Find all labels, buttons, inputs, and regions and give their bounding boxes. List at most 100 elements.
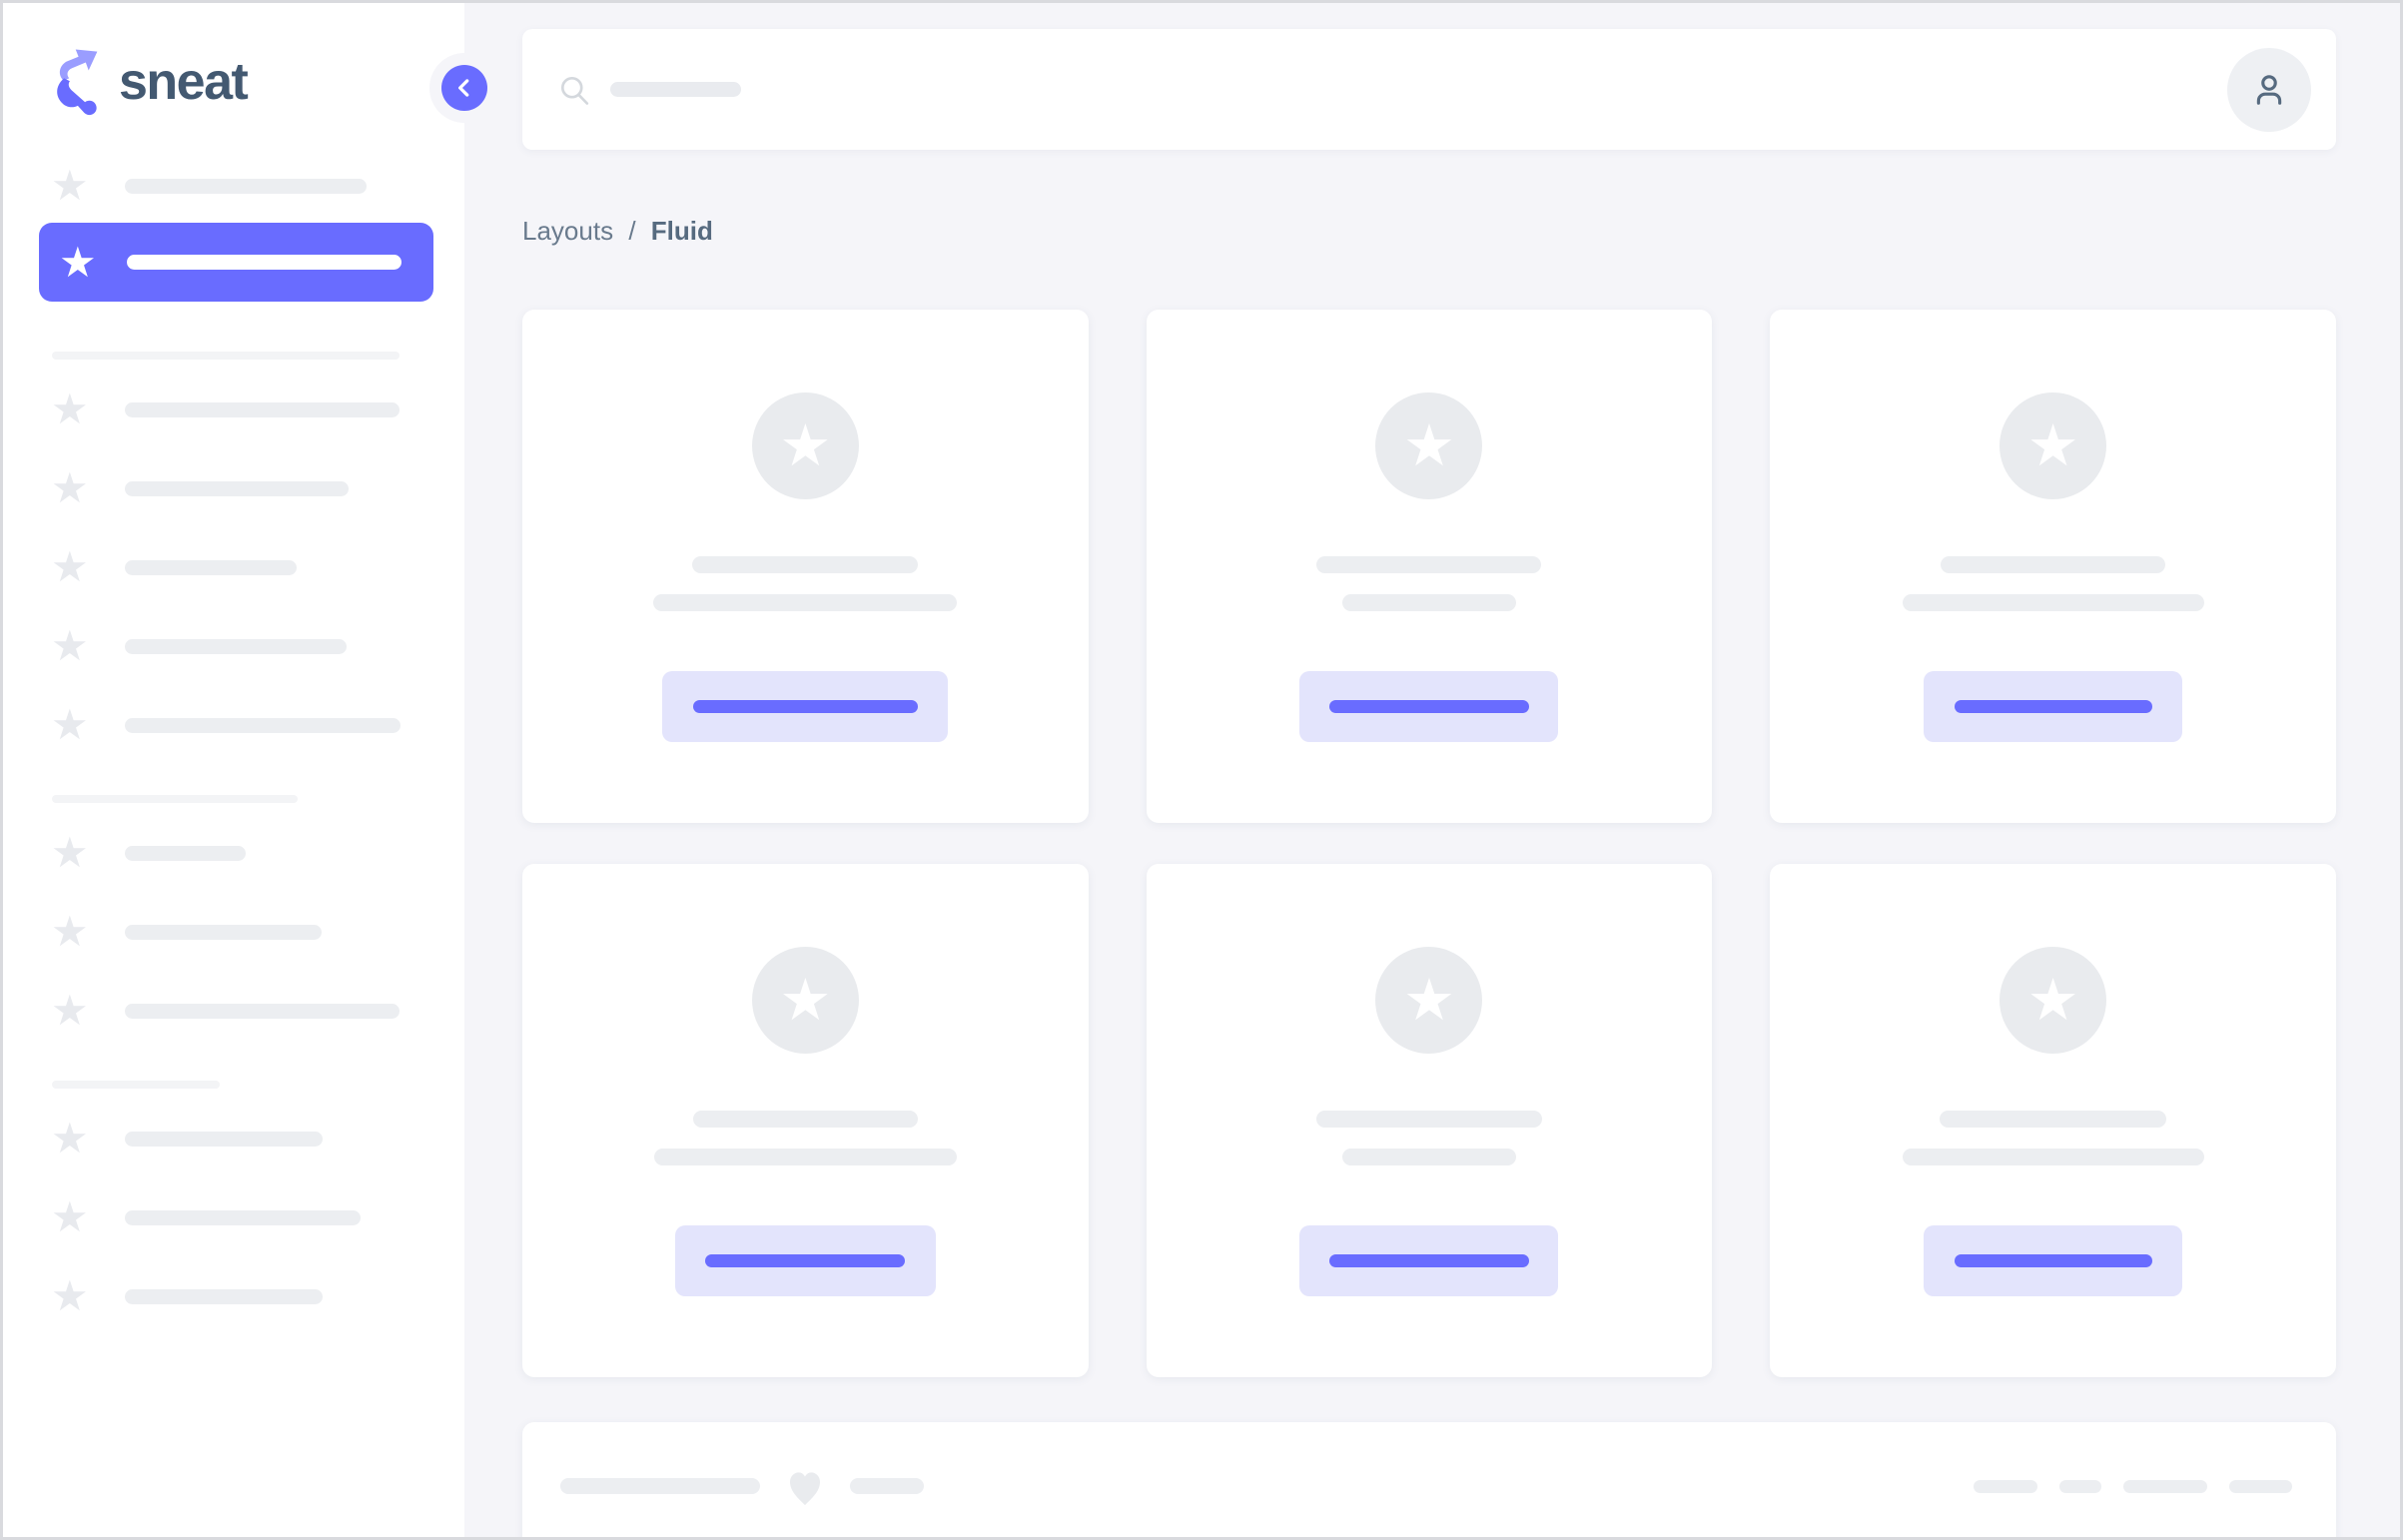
skeleton-card: ★: [1770, 310, 2336, 823]
placeholder-bar: [1974, 1479, 2037, 1493]
button-label-placeholder-bar: [692, 700, 918, 713]
placeholder-bar: [2229, 1479, 2292, 1493]
card-avatar: ★: [2000, 392, 2107, 499]
placeholder-bar: [560, 1478, 760, 1494]
menu-label-placeholder-bar: [125, 924, 322, 940]
star-icon: ★: [2026, 412, 2079, 478]
sidebar-menu-item[interactable]: ★: [3, 829, 464, 876]
search-input[interactable]: [556, 29, 2227, 150]
sidebar-menu-item[interactable]: ★: [3, 911, 464, 953]
skeleton-card: ★: [1146, 864, 1713, 1377]
menu-label-placeholder-bar: [125, 1003, 400, 1019]
chevron-left-icon: [441, 65, 487, 111]
card-action-button[interactable]: [674, 1225, 936, 1296]
star-icon: ★: [51, 829, 89, 876]
card-title-placeholder-bar: [692, 556, 919, 573]
cards-grid: ★ ★ ★ ★: [522, 310, 2336, 1377]
breadcrumb-current-page: Fluid: [650, 216, 713, 246]
card-avatar: ★: [1375, 392, 1483, 499]
main-content: Layouts / Fluid ★ ★ ★: [464, 3, 2400, 1537]
user-avatar-button[interactable]: [2227, 47, 2311, 132]
sidebar-menu-item[interactable]: ★: [3, 622, 464, 669]
sidebar-menu-item[interactable]: ★: [3, 1118, 464, 1159]
breadcrumb: Layouts / Fluid: [522, 212, 2336, 250]
breadcrumb-link-layouts[interactable]: Layouts: [522, 216, 614, 246]
card-action-button[interactable]: [1299, 671, 1559, 742]
bottom-list-card: [522, 1422, 2336, 1537]
sidebar-section: ★ ★ ★: [3, 795, 464, 1034]
sidebar-menu-item[interactable]: ★: [3, 543, 464, 590]
card-avatar: ★: [2000, 947, 2107, 1054]
sidebar-menu-item[interactable]: ★: [3, 701, 464, 748]
card-action-button[interactable]: [1924, 1225, 2183, 1296]
card-subtitle-placeholder-bar: [1902, 594, 2204, 611]
menu-label-placeholder-bar: [125, 559, 297, 575]
card-action-button[interactable]: [662, 671, 949, 742]
menu-label-placeholder-bar: [125, 401, 400, 417]
sidebar-collapse-button[interactable]: [429, 53, 499, 123]
star-icon: ★: [2026, 967, 2079, 1033]
section-divider: [52, 1081, 220, 1089]
placeholder-bar: [2059, 1479, 2101, 1493]
section-divider: [52, 352, 400, 360]
search-placeholder-bar: [610, 82, 741, 97]
brand-logo[interactable]: sneat: [3, 3, 464, 117]
sidebar-menu-item[interactable]: ★: [3, 162, 464, 209]
star-icon: ★: [51, 543, 89, 590]
star-icon: ★: [51, 385, 89, 432]
bottom-card-right-bars: [1974, 1463, 2292, 1509]
card-action-button[interactable]: [1299, 1225, 1559, 1296]
button-label-placeholder-bar: [1954, 700, 2152, 713]
star-icon: ★: [51, 1193, 89, 1240]
bottom-card-left-group: [560, 1463, 924, 1509]
sidebar-section: ★ ★: [3, 162, 464, 302]
card-subtitle-placeholder-bar: [1341, 594, 1516, 611]
section-divider: [52, 795, 298, 803]
star-icon: ★: [51, 701, 89, 748]
skeleton-card: ★: [1770, 864, 2336, 1377]
card-subtitle-placeholder-bar: [1341, 1149, 1516, 1165]
star-icon: ★: [779, 967, 832, 1033]
menu-label-placeholder-bar: [127, 255, 401, 270]
sidebar-menu-item[interactable]: ★: [3, 1275, 464, 1317]
menu-label-placeholder-bar: [125, 845, 246, 861]
star-icon: ★: [59, 238, 97, 286]
card-title-placeholder-bar: [1941, 556, 2166, 573]
card-subtitle-placeholder-bar: [653, 594, 958, 611]
card-avatar: ★: [751, 392, 859, 499]
menu-label-placeholder-bar: [125, 178, 367, 194]
button-label-placeholder-bar: [1328, 700, 1529, 713]
sidebar: sneat ★ ★ ★ ★ ★ ★: [3, 3, 499, 1537]
menu-label-placeholder-bar: [125, 1131, 323, 1147]
star-icon: ★: [1402, 412, 1455, 478]
menu-label-placeholder-bar: [125, 1209, 361, 1225]
sidebar-section: ★ ★ ★ ★ ★: [3, 352, 464, 748]
button-label-placeholder-bar: [1954, 1254, 2152, 1267]
sidebar-menu-item[interactable]: ★: [3, 987, 464, 1034]
star-icon: ★: [51, 162, 89, 209]
user-icon: [2256, 74, 2282, 105]
card-title-placeholder-bar: [1315, 1111, 1542, 1128]
card-avatar: ★: [751, 947, 859, 1054]
placeholder-bar: [850, 1478, 924, 1494]
card-subtitle-placeholder-bar: [653, 1149, 957, 1165]
star-icon: ★: [51, 622, 89, 669]
button-label-placeholder-bar: [1328, 1254, 1529, 1267]
sidebar-menu-item[interactable]: ★: [3, 385, 464, 432]
sidebar-menu-item[interactable]: ★: [3, 1193, 464, 1240]
sidebar-menu-item[interactable]: ★: [3, 467, 464, 509]
placeholder-bar: [2123, 1479, 2207, 1493]
sidebar-section: ★ ★ ★: [3, 1081, 464, 1317]
star-icon: ★: [51, 987, 89, 1034]
menu-label-placeholder-bar: [125, 717, 400, 733]
topbar: [522, 29, 2336, 150]
card-title-placeholder-bar: [692, 1111, 918, 1128]
brand-name: sneat: [119, 53, 249, 111]
card-avatar: ★: [1375, 947, 1483, 1054]
card-action-button[interactable]: [1924, 671, 2183, 742]
menu-label-placeholder-bar: [125, 638, 347, 654]
card-title-placeholder-bar: [1940, 1111, 2167, 1128]
sidebar-menu-item-active[interactable]: ★: [39, 223, 433, 302]
skeleton-card: ★: [1146, 310, 1713, 823]
